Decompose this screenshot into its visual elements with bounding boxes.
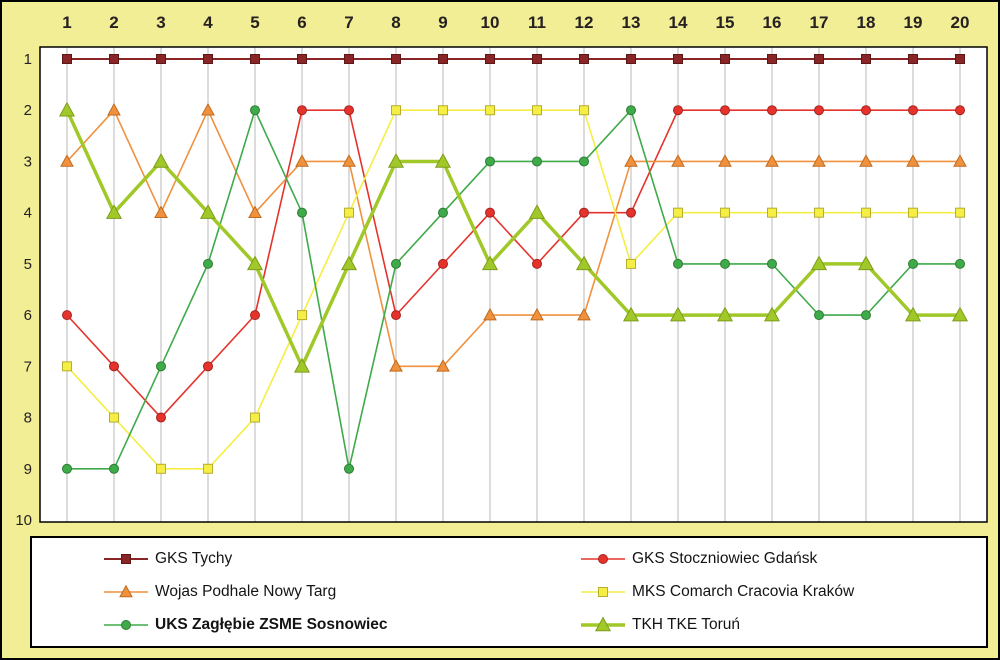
legend-marker-olive-triangle-icon: [581, 616, 625, 632]
svg-text:5: 5: [250, 13, 259, 32]
legend: GKS Tychy GKS Stoczniowiec Gdańsk Wojas …: [30, 536, 988, 648]
svg-text:14: 14: [669, 13, 688, 32]
svg-text:4: 4: [24, 205, 32, 222]
legend-item-mks-comarch-cracovia-krakow: MKS Comarch Cracovia Kraków: [509, 583, 986, 601]
svg-text:7: 7: [24, 358, 32, 375]
svg-text:15: 15: [716, 13, 735, 32]
svg-text:6: 6: [297, 13, 306, 32]
series-5: [58, 101, 969, 373]
svg-text:3: 3: [156, 13, 165, 32]
svg-text:17: 17: [810, 13, 829, 32]
svg-text:6: 6: [24, 307, 32, 324]
svg-text:1: 1: [24, 51, 32, 68]
svg-text:2: 2: [109, 13, 118, 32]
svg-text:8: 8: [24, 410, 32, 427]
standings-plot: 1 2 3 4 5 6 7 8 9 10 11 12 13 14 15 16 17 18 19 20123456789…: [15, 13, 988, 529]
legend-marker-dark-red-square-icon: [104, 554, 148, 564]
svg-text:20: 20: [951, 13, 970, 32]
svg-text:9: 9: [438, 13, 447, 32]
svg-text:12: 12: [575, 13, 594, 32]
series-3: [62, 105, 965, 474]
svg-text:13: 13: [622, 13, 641, 32]
series-0: [62, 54, 965, 64]
legend-item-gks-tychy: GKS Tychy: [32, 550, 509, 568]
legend-label-wojas-podhale-nowy-targ: Wojas Podhale Nowy Targ: [155, 583, 337, 600]
legend-label-uks-zaglebie-zsme-sosnowiec: UKS Zagłębie ZSME Sosnowiec: [155, 616, 388, 633]
svg-text:8: 8: [391, 13, 400, 32]
svg-text:5: 5: [24, 256, 32, 273]
legend-item-tkh-tke-torun: TKH TKE Toruń: [509, 616, 986, 634]
legend-label-tkh-tke-torun: TKH TKE Toruń: [632, 616, 740, 633]
series-2: [60, 102, 967, 372]
svg-text:1: 1: [62, 13, 71, 32]
svg-text:19: 19: [904, 13, 923, 32]
svg-text:11: 11: [528, 13, 546, 32]
svg-text:10: 10: [15, 512, 32, 529]
svg-text:9: 9: [24, 461, 32, 478]
legend-label-gks-stoczniowiec-gdansk: GKS Stoczniowiec Gdańsk: [632, 550, 818, 567]
svg-text:10: 10: [481, 13, 500, 32]
legend-label-gks-tychy: GKS Tychy: [155, 550, 233, 567]
svg-text:3: 3: [24, 153, 32, 170]
svg-text:18: 18: [857, 13, 876, 32]
legend-marker-green-circle-icon: [104, 620, 148, 630]
svg-text:2: 2: [24, 102, 32, 119]
legend-item-uks-zaglebie-zsme-sosnowiec: UKS Zagłębie ZSME Sosnowiec: [32, 616, 509, 634]
svg-text:4: 4: [203, 13, 213, 32]
svg-text:7: 7: [344, 13, 353, 32]
legend-item-wojas-podhale-nowy-targ: Wojas Podhale Nowy Targ: [32, 583, 509, 601]
legend-label-mks-comarch-cracovia-krakow: MKS Comarch Cracovia Kraków: [632, 583, 855, 600]
series-4: [62, 105, 965, 474]
legend-marker-orange-triangle-icon: [104, 584, 148, 598]
legend-marker-yellow-square-icon: [581, 587, 625, 597]
legend-item-gks-stoczniowiec-gdansk: GKS Stoczniowiec Gdańsk: [509, 550, 986, 568]
svg-text:16: 16: [763, 13, 782, 32]
legend-marker-red-circle-icon: [581, 554, 625, 564]
